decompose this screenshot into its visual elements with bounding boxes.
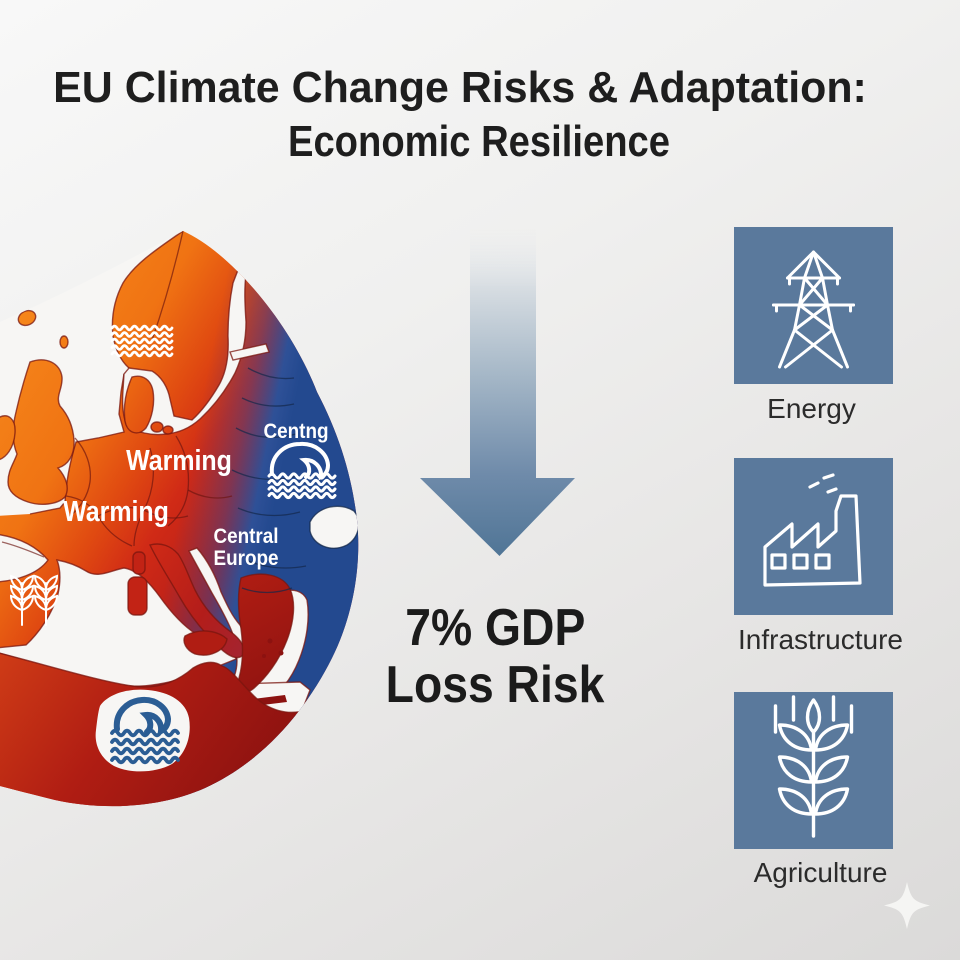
svg-text:Europe: Europe <box>213 547 278 570</box>
svg-text:Central: Central <box>213 525 278 548</box>
svg-text:Centng: Centng <box>263 420 328 443</box>
svg-text:Warming: Warming <box>63 495 169 527</box>
svg-text:Warming: Warming <box>126 444 232 476</box>
